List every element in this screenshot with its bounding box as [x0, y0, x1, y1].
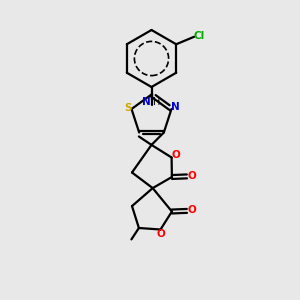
Text: N: N [142, 97, 151, 107]
Text: O: O [157, 229, 166, 239]
Text: Cl: Cl [194, 31, 205, 41]
Text: N: N [171, 102, 180, 112]
Text: O: O [187, 205, 196, 215]
Text: O: O [187, 171, 196, 181]
Text: S: S [124, 103, 131, 113]
Text: H: H [153, 97, 161, 107]
Text: O: O [171, 150, 180, 160]
